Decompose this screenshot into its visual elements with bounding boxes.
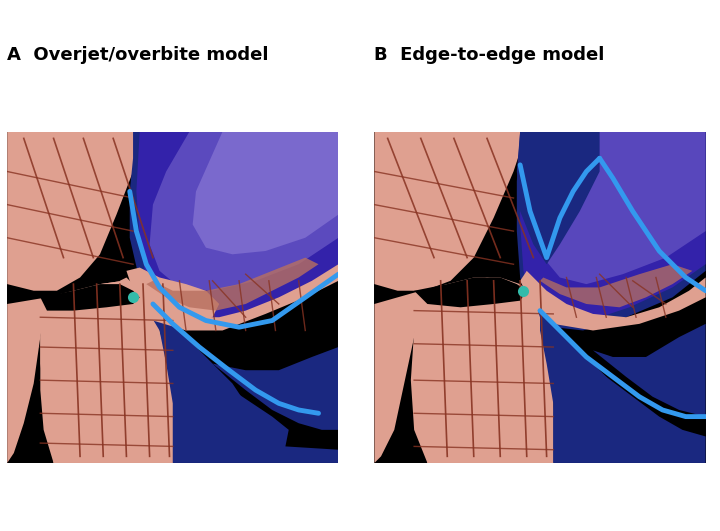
Polygon shape [553, 350, 706, 463]
Polygon shape [130, 132, 338, 327]
Polygon shape [7, 132, 338, 463]
Polygon shape [7, 132, 146, 291]
Polygon shape [540, 311, 633, 463]
Polygon shape [374, 132, 527, 291]
Polygon shape [520, 132, 706, 321]
Polygon shape [544, 132, 706, 284]
Polygon shape [374, 132, 706, 463]
Text: A  Overjet/overbite model: A Overjet/overbite model [7, 46, 269, 64]
Polygon shape [40, 284, 140, 311]
Polygon shape [173, 364, 338, 463]
Polygon shape [150, 304, 246, 463]
Polygon shape [517, 132, 600, 264]
Polygon shape [374, 291, 420, 463]
Polygon shape [136, 132, 338, 324]
Polygon shape [212, 347, 338, 430]
Polygon shape [411, 278, 553, 463]
Polygon shape [520, 271, 706, 330]
Polygon shape [414, 278, 553, 463]
Polygon shape [540, 264, 693, 307]
Polygon shape [414, 278, 527, 307]
Polygon shape [7, 297, 47, 463]
Polygon shape [593, 324, 706, 417]
Polygon shape [193, 132, 338, 254]
Polygon shape [146, 258, 318, 311]
Polygon shape [150, 132, 338, 291]
Polygon shape [40, 281, 173, 463]
Text: B  Edge-to-edge model: B Edge-to-edge model [374, 46, 605, 64]
Polygon shape [40, 281, 173, 463]
Polygon shape [127, 268, 219, 324]
Polygon shape [517, 132, 706, 330]
Polygon shape [120, 264, 338, 330]
